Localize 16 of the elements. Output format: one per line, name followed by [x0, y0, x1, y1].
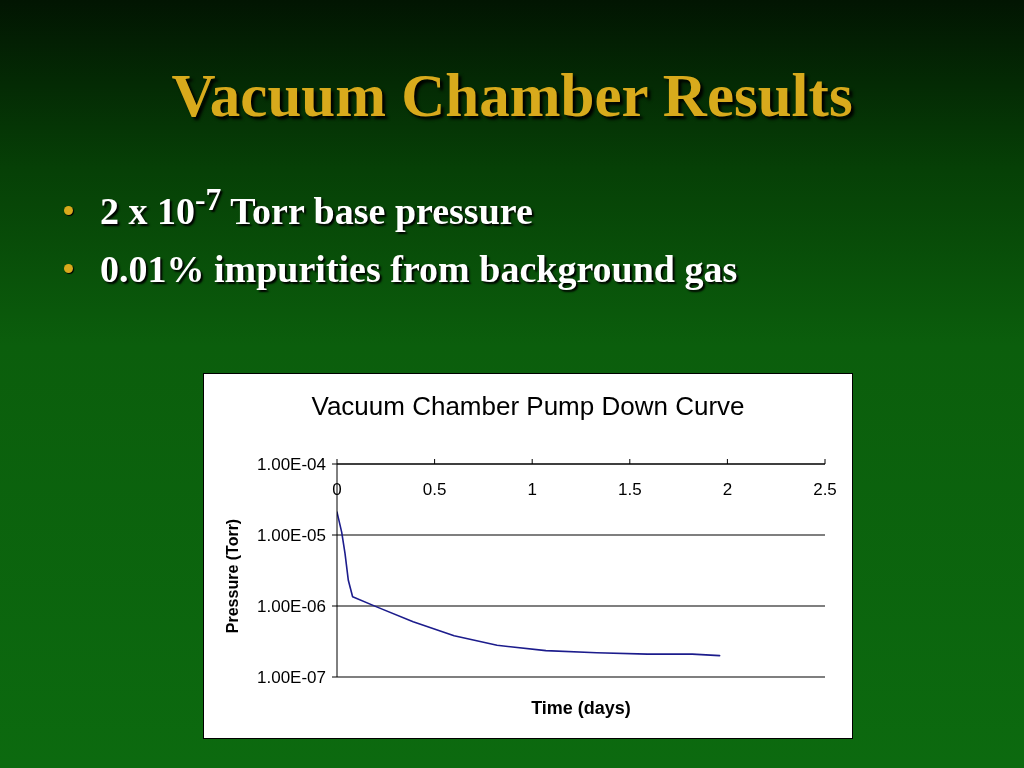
- x-axis-title: Time (days): [530, 697, 632, 720]
- chart-subtitle: Vacuum Chamber Pump Down Curve: [310, 390, 746, 422]
- y-tick-label: 1.00E-04: [257, 454, 326, 474]
- x-tick-label: 1.5: [617, 479, 642, 499]
- y-tick-label: 1.00E-05: [257, 525, 326, 545]
- text: 2 x 10$^{-7}$ Torr base pressure: [100, 182, 533, 234]
- x-tick-label: 0: [332, 479, 342, 499]
- y-tick-label: 1.00E-06: [257, 596, 326, 616]
- x-tick-label: 2.5: [813, 479, 837, 499]
- text: 0.01% impurities from background gas: [100, 247, 738, 292]
- x-tick-label: 1: [527, 479, 537, 499]
- chart-title: Vacuum Chamber Results: [170, 61, 854, 131]
- x-tick-label: 0.5: [422, 479, 447, 499]
- y-tick-label: 1.00E-07: [257, 667, 326, 687]
- y-axis-title: Pressure (Torr): [223, 517, 242, 636]
- x-tick-label: 2: [722, 479, 733, 499]
